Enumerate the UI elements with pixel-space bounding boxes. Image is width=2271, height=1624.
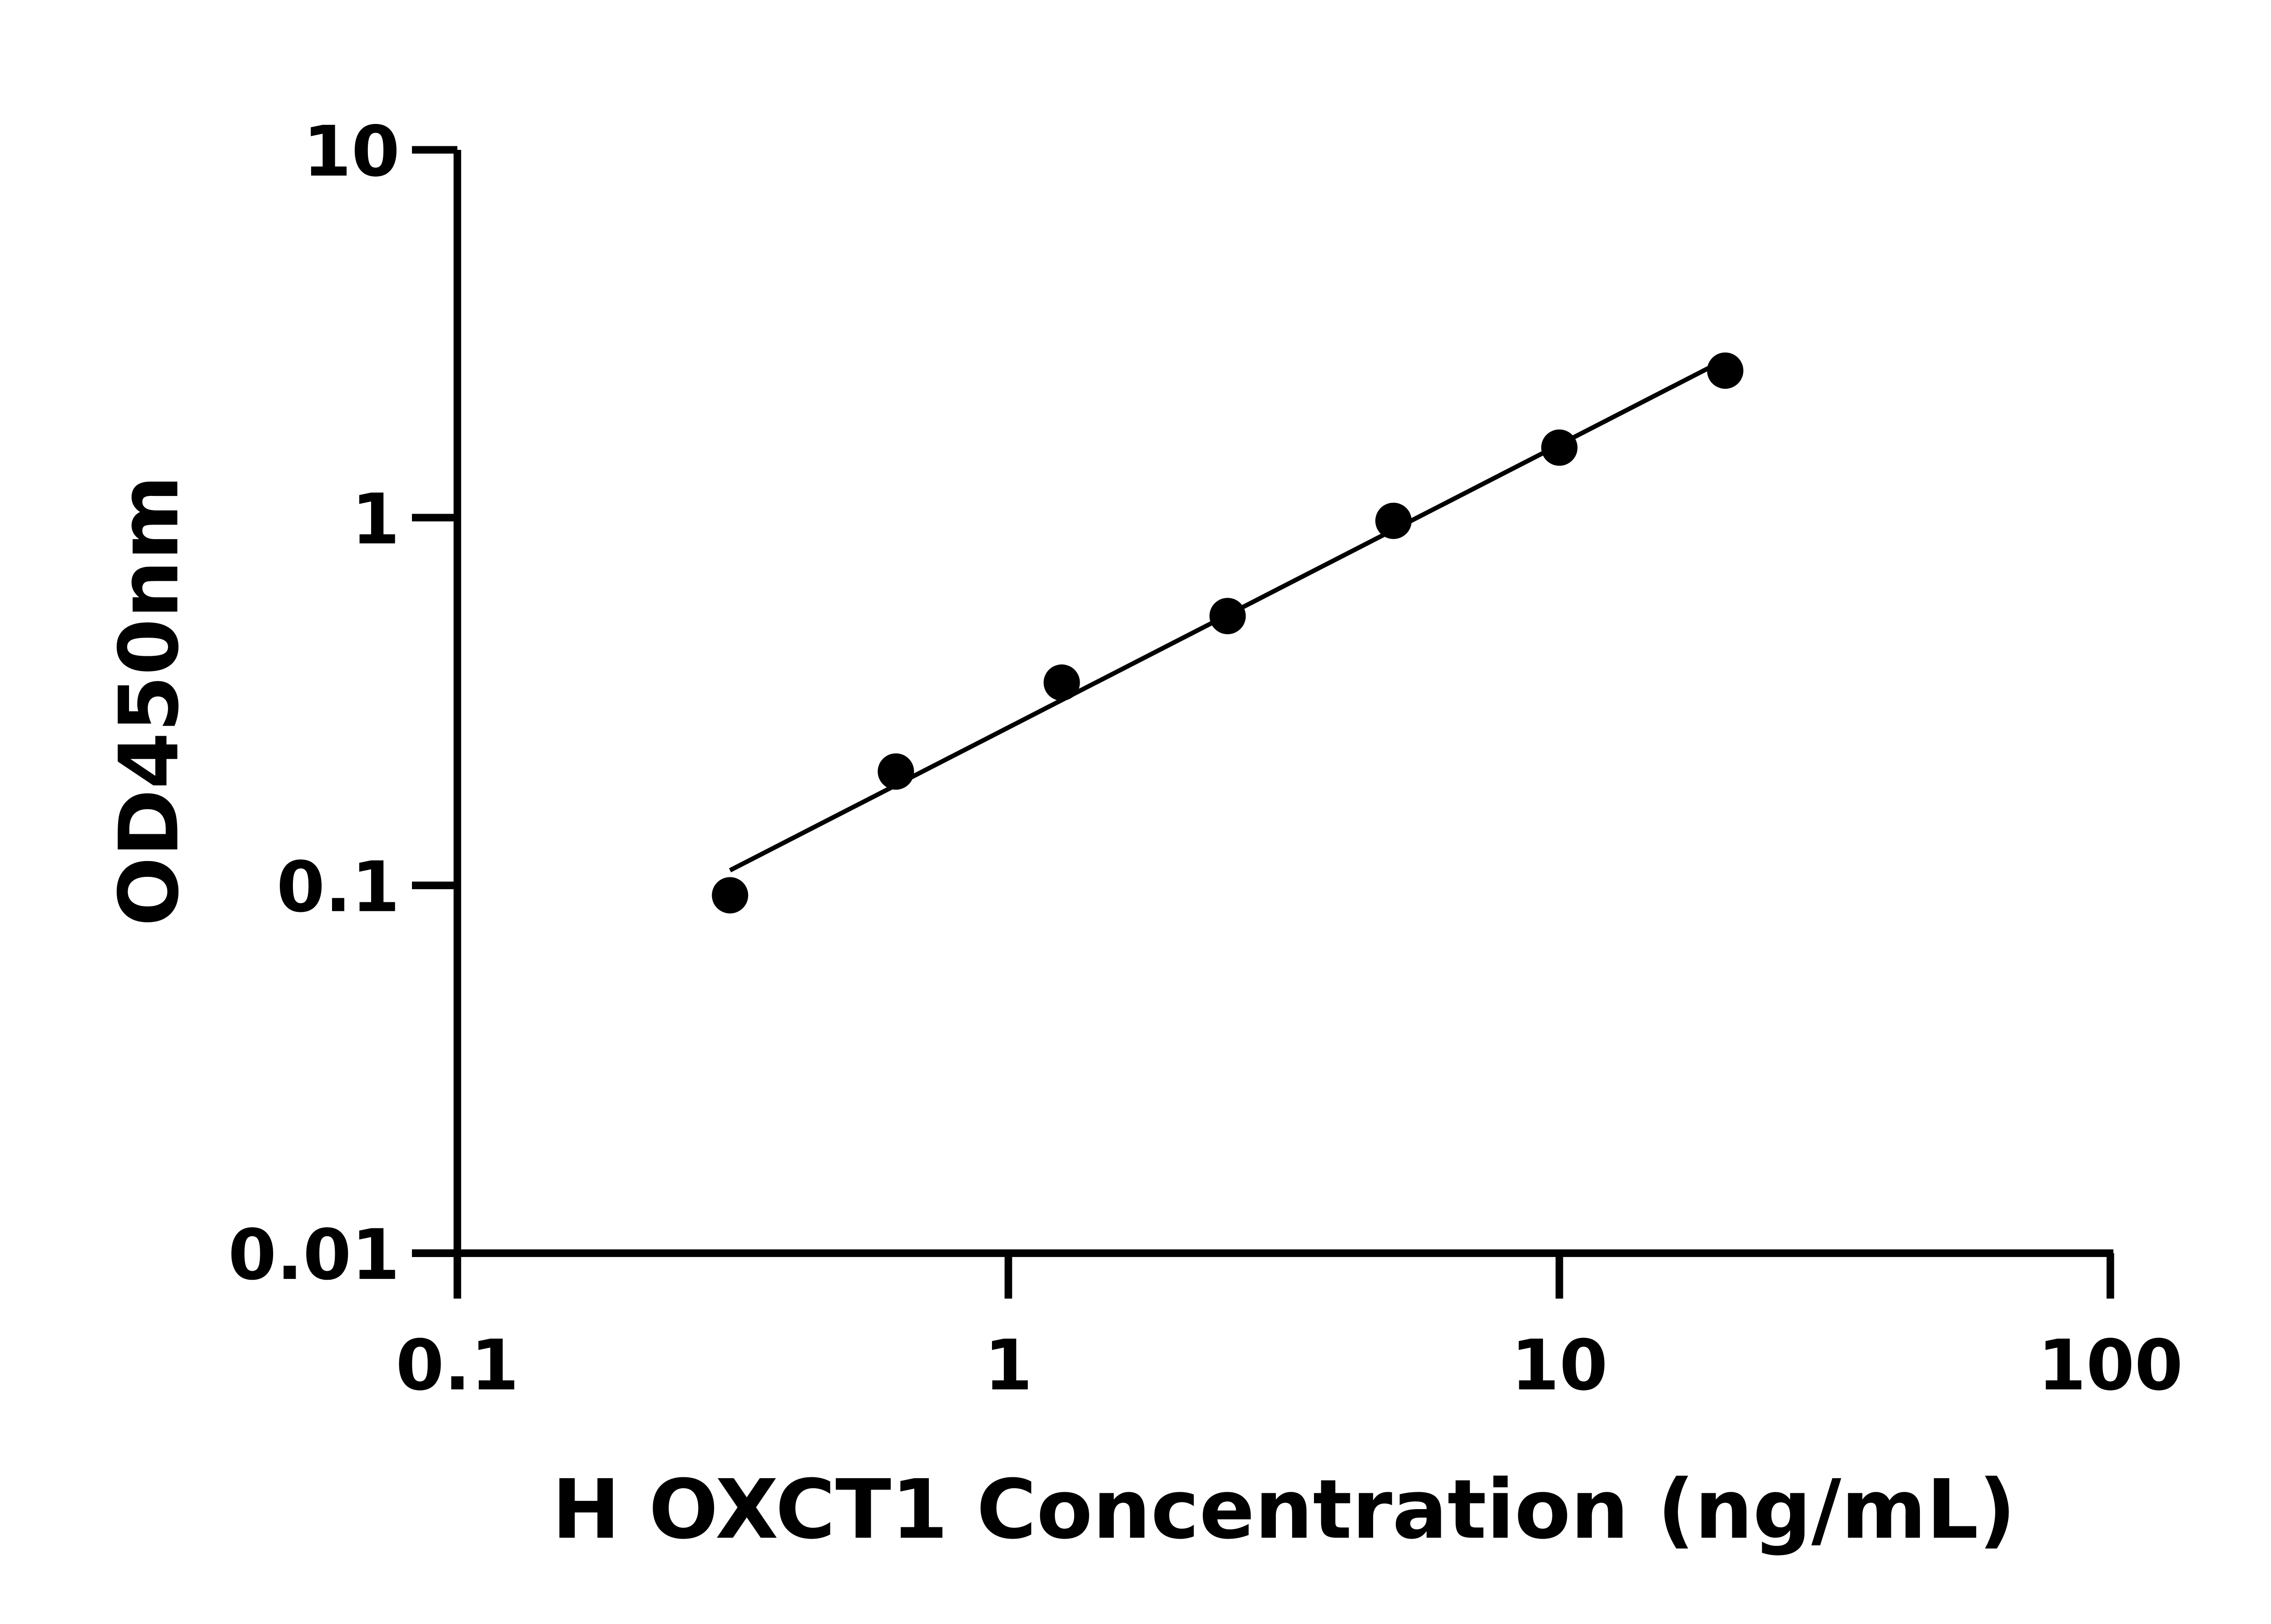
y-tick-label: 1 [352, 479, 400, 560]
y-tick-label: 10 [303, 112, 400, 193]
x-tick-label: 0.1 [396, 1325, 519, 1406]
data-point [712, 877, 749, 914]
data-points [712, 352, 1744, 914]
data-point [1043, 664, 1080, 701]
y-tick-label: 0.01 [228, 1215, 400, 1296]
x-axis-label: H OXCT1 Concentration (ng/mL) [552, 1462, 2016, 1557]
x-tick-label: 1 [984, 1325, 1033, 1406]
data-point [1707, 352, 1744, 389]
data-point [1209, 598, 1246, 634]
y-axis-label: OD450nm [102, 475, 197, 926]
data-point [1375, 502, 1412, 539]
data-point [1541, 429, 1578, 466]
axes: 0.01 0.1 1 10 0.1 1 10 100 [228, 112, 2183, 1406]
x-tick-label: 100 [2038, 1325, 2183, 1406]
y-tick-label: 0.1 [277, 847, 400, 928]
x-tick-label: 10 [1511, 1325, 1608, 1406]
data-point [878, 753, 914, 790]
